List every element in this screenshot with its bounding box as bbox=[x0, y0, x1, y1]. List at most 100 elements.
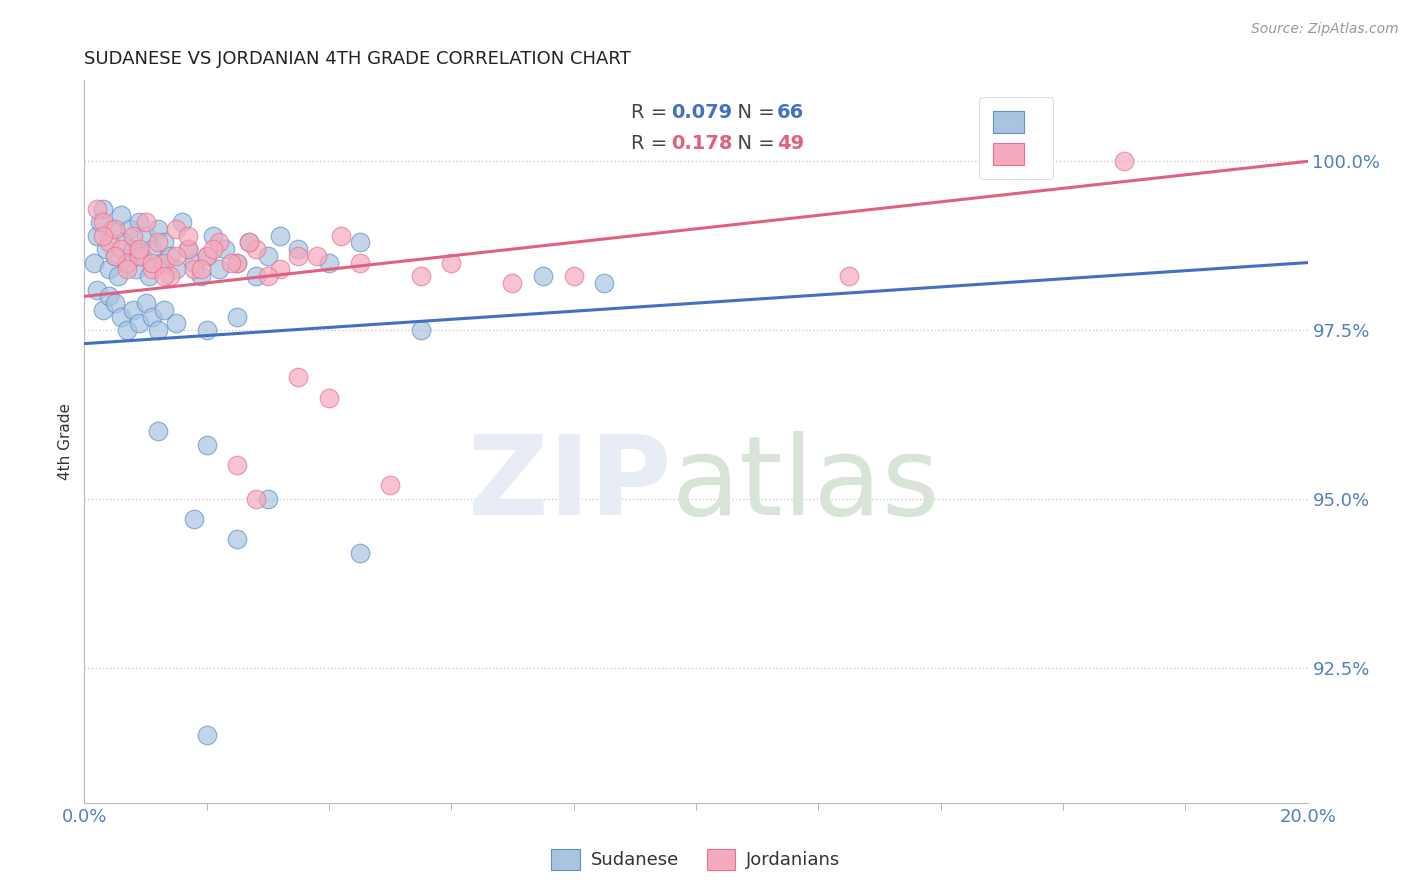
Point bbox=[128, 249, 150, 263]
Point bbox=[86, 202, 108, 216]
Point bbox=[214, 242, 236, 256]
Point bbox=[91, 215, 114, 229]
Point bbox=[1114, 154, 1136, 169]
Point bbox=[122, 228, 145, 243]
Point bbox=[257, 249, 280, 263]
Point bbox=[128, 242, 150, 256]
Point bbox=[195, 249, 218, 263]
Point bbox=[269, 228, 291, 243]
Point bbox=[201, 242, 224, 256]
Point bbox=[104, 222, 127, 236]
Point bbox=[91, 302, 114, 317]
Point bbox=[226, 255, 249, 269]
Point bbox=[146, 425, 169, 439]
Point bbox=[440, 255, 463, 269]
Point bbox=[318, 255, 340, 269]
Point bbox=[349, 235, 371, 250]
Point bbox=[190, 262, 212, 277]
Point bbox=[838, 269, 860, 284]
Point bbox=[97, 289, 120, 303]
Point bbox=[112, 235, 135, 250]
Point bbox=[349, 255, 371, 269]
Point bbox=[125, 262, 148, 277]
Text: N =: N = bbox=[725, 103, 782, 122]
Point bbox=[110, 208, 132, 222]
Point bbox=[159, 269, 181, 284]
Point bbox=[208, 262, 231, 277]
Point bbox=[238, 235, 260, 250]
Point bbox=[226, 255, 249, 269]
Point bbox=[120, 222, 142, 236]
Point bbox=[149, 255, 172, 269]
Point bbox=[122, 302, 145, 317]
Point bbox=[104, 249, 127, 263]
Point bbox=[110, 242, 132, 256]
Text: ZIP: ZIP bbox=[468, 432, 672, 539]
Point bbox=[165, 249, 187, 263]
Point bbox=[195, 728, 218, 742]
Point bbox=[97, 262, 120, 277]
Point bbox=[86, 283, 108, 297]
Point bbox=[318, 391, 340, 405]
Point bbox=[159, 249, 181, 263]
Point bbox=[146, 222, 169, 236]
Point bbox=[502, 276, 524, 290]
Point bbox=[101, 222, 124, 236]
Point bbox=[380, 478, 402, 492]
Point bbox=[104, 249, 127, 263]
Point bbox=[287, 249, 309, 263]
Legend: Sudanese, Jordanians: Sudanese, Jordanians bbox=[544, 841, 848, 877]
Point bbox=[183, 512, 205, 526]
Point bbox=[153, 269, 176, 284]
Point bbox=[165, 317, 187, 331]
Point bbox=[135, 296, 157, 310]
Point bbox=[219, 255, 242, 269]
Point bbox=[409, 269, 432, 284]
Point bbox=[226, 310, 249, 324]
Point bbox=[165, 222, 187, 236]
Point bbox=[245, 491, 267, 506]
Point bbox=[562, 269, 585, 284]
Point bbox=[115, 262, 138, 277]
Text: 0.079: 0.079 bbox=[672, 103, 733, 122]
Point bbox=[91, 202, 114, 216]
Point bbox=[195, 249, 218, 263]
Point bbox=[141, 310, 163, 324]
Text: N =: N = bbox=[725, 135, 782, 153]
Point bbox=[104, 296, 127, 310]
Point bbox=[138, 269, 160, 284]
Point bbox=[190, 269, 212, 284]
Point bbox=[131, 249, 153, 263]
Point bbox=[177, 242, 200, 256]
Point bbox=[141, 255, 163, 269]
Point bbox=[146, 323, 169, 337]
Point bbox=[269, 262, 291, 277]
Text: atlas: atlas bbox=[672, 432, 941, 539]
Point bbox=[115, 255, 138, 269]
Point bbox=[86, 228, 108, 243]
Point bbox=[135, 215, 157, 229]
Point bbox=[107, 269, 129, 284]
Point bbox=[245, 242, 267, 256]
Point bbox=[177, 228, 200, 243]
Text: R =: R = bbox=[631, 103, 673, 122]
Point bbox=[115, 255, 138, 269]
Point bbox=[141, 262, 163, 277]
Point bbox=[83, 255, 105, 269]
Point bbox=[409, 323, 432, 337]
Point bbox=[122, 242, 145, 256]
Point bbox=[245, 269, 267, 284]
Point bbox=[593, 276, 616, 290]
Point bbox=[110, 310, 132, 324]
Point bbox=[91, 228, 114, 243]
Point bbox=[172, 215, 194, 229]
Point bbox=[208, 235, 231, 250]
Point bbox=[287, 370, 309, 384]
Point bbox=[183, 255, 205, 269]
Point bbox=[330, 228, 353, 243]
Text: Source: ZipAtlas.com: Source: ZipAtlas.com bbox=[1251, 22, 1399, 37]
Text: 66: 66 bbox=[776, 103, 804, 122]
Point bbox=[183, 262, 205, 277]
Point bbox=[135, 228, 157, 243]
Point bbox=[257, 269, 280, 284]
